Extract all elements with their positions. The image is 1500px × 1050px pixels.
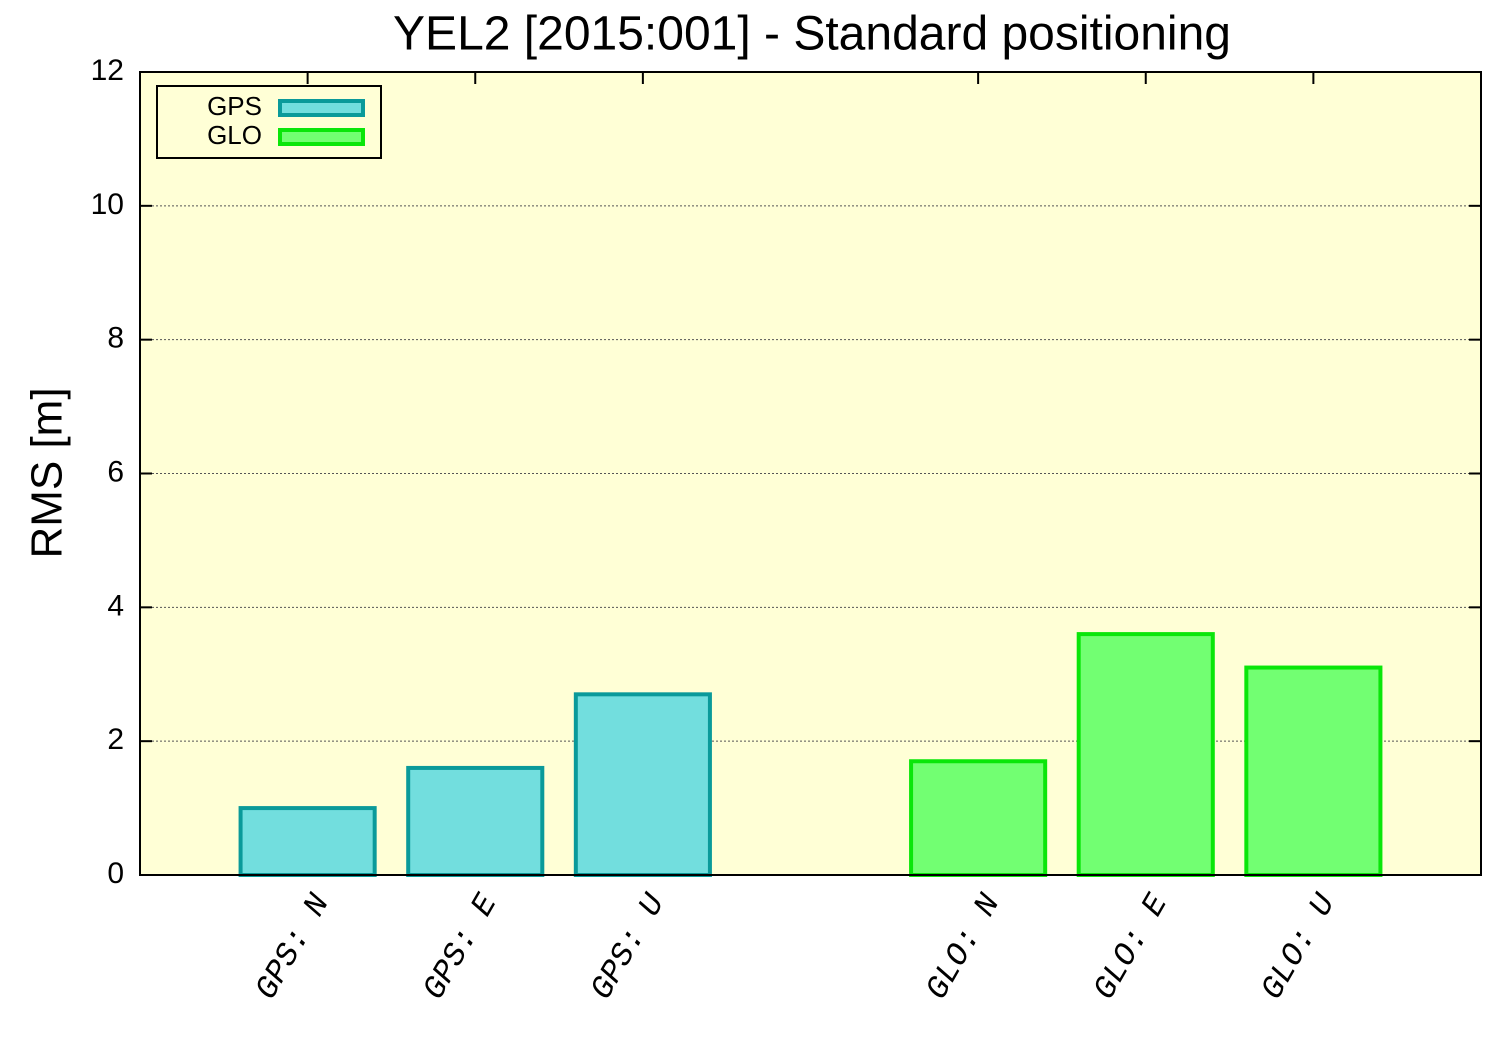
legend-label: GLO xyxy=(207,120,262,150)
x-tick-label: GPS: N xyxy=(248,887,338,1006)
bar xyxy=(238,806,377,877)
legend-swatch xyxy=(278,99,365,117)
y-tick-label: 12 xyxy=(91,54,124,87)
chart-title: YEL2 [2015:001] - Standard positioning xyxy=(393,8,1231,61)
bar xyxy=(909,759,1048,877)
x-tick-label: GLO: N xyxy=(918,887,1008,1006)
x-tick-label: GLO: E xyxy=(1086,887,1176,1006)
y-tick-label: 0 xyxy=(107,857,124,890)
y-tick-label: 4 xyxy=(107,589,124,622)
plot-frame xyxy=(139,71,1482,876)
bar xyxy=(1076,632,1215,877)
bar xyxy=(1244,665,1383,878)
y-tick-label: 10 xyxy=(91,188,124,221)
y-axis-label: RMS [m] xyxy=(23,387,72,558)
y-tick-label: 8 xyxy=(107,322,124,355)
x-tick-label: GPS: E xyxy=(416,887,506,1006)
x-tick-label: GPS: U xyxy=(583,887,673,1006)
bar xyxy=(573,692,712,878)
legend-label: GPS xyxy=(207,91,262,121)
y-tick-label: 6 xyxy=(107,455,124,488)
y-tick-label: 2 xyxy=(107,723,124,756)
legend-swatch xyxy=(278,128,365,146)
bar xyxy=(406,765,545,878)
legend-box xyxy=(156,85,382,159)
x-tick-label: GLO: U xyxy=(1254,887,1344,1006)
